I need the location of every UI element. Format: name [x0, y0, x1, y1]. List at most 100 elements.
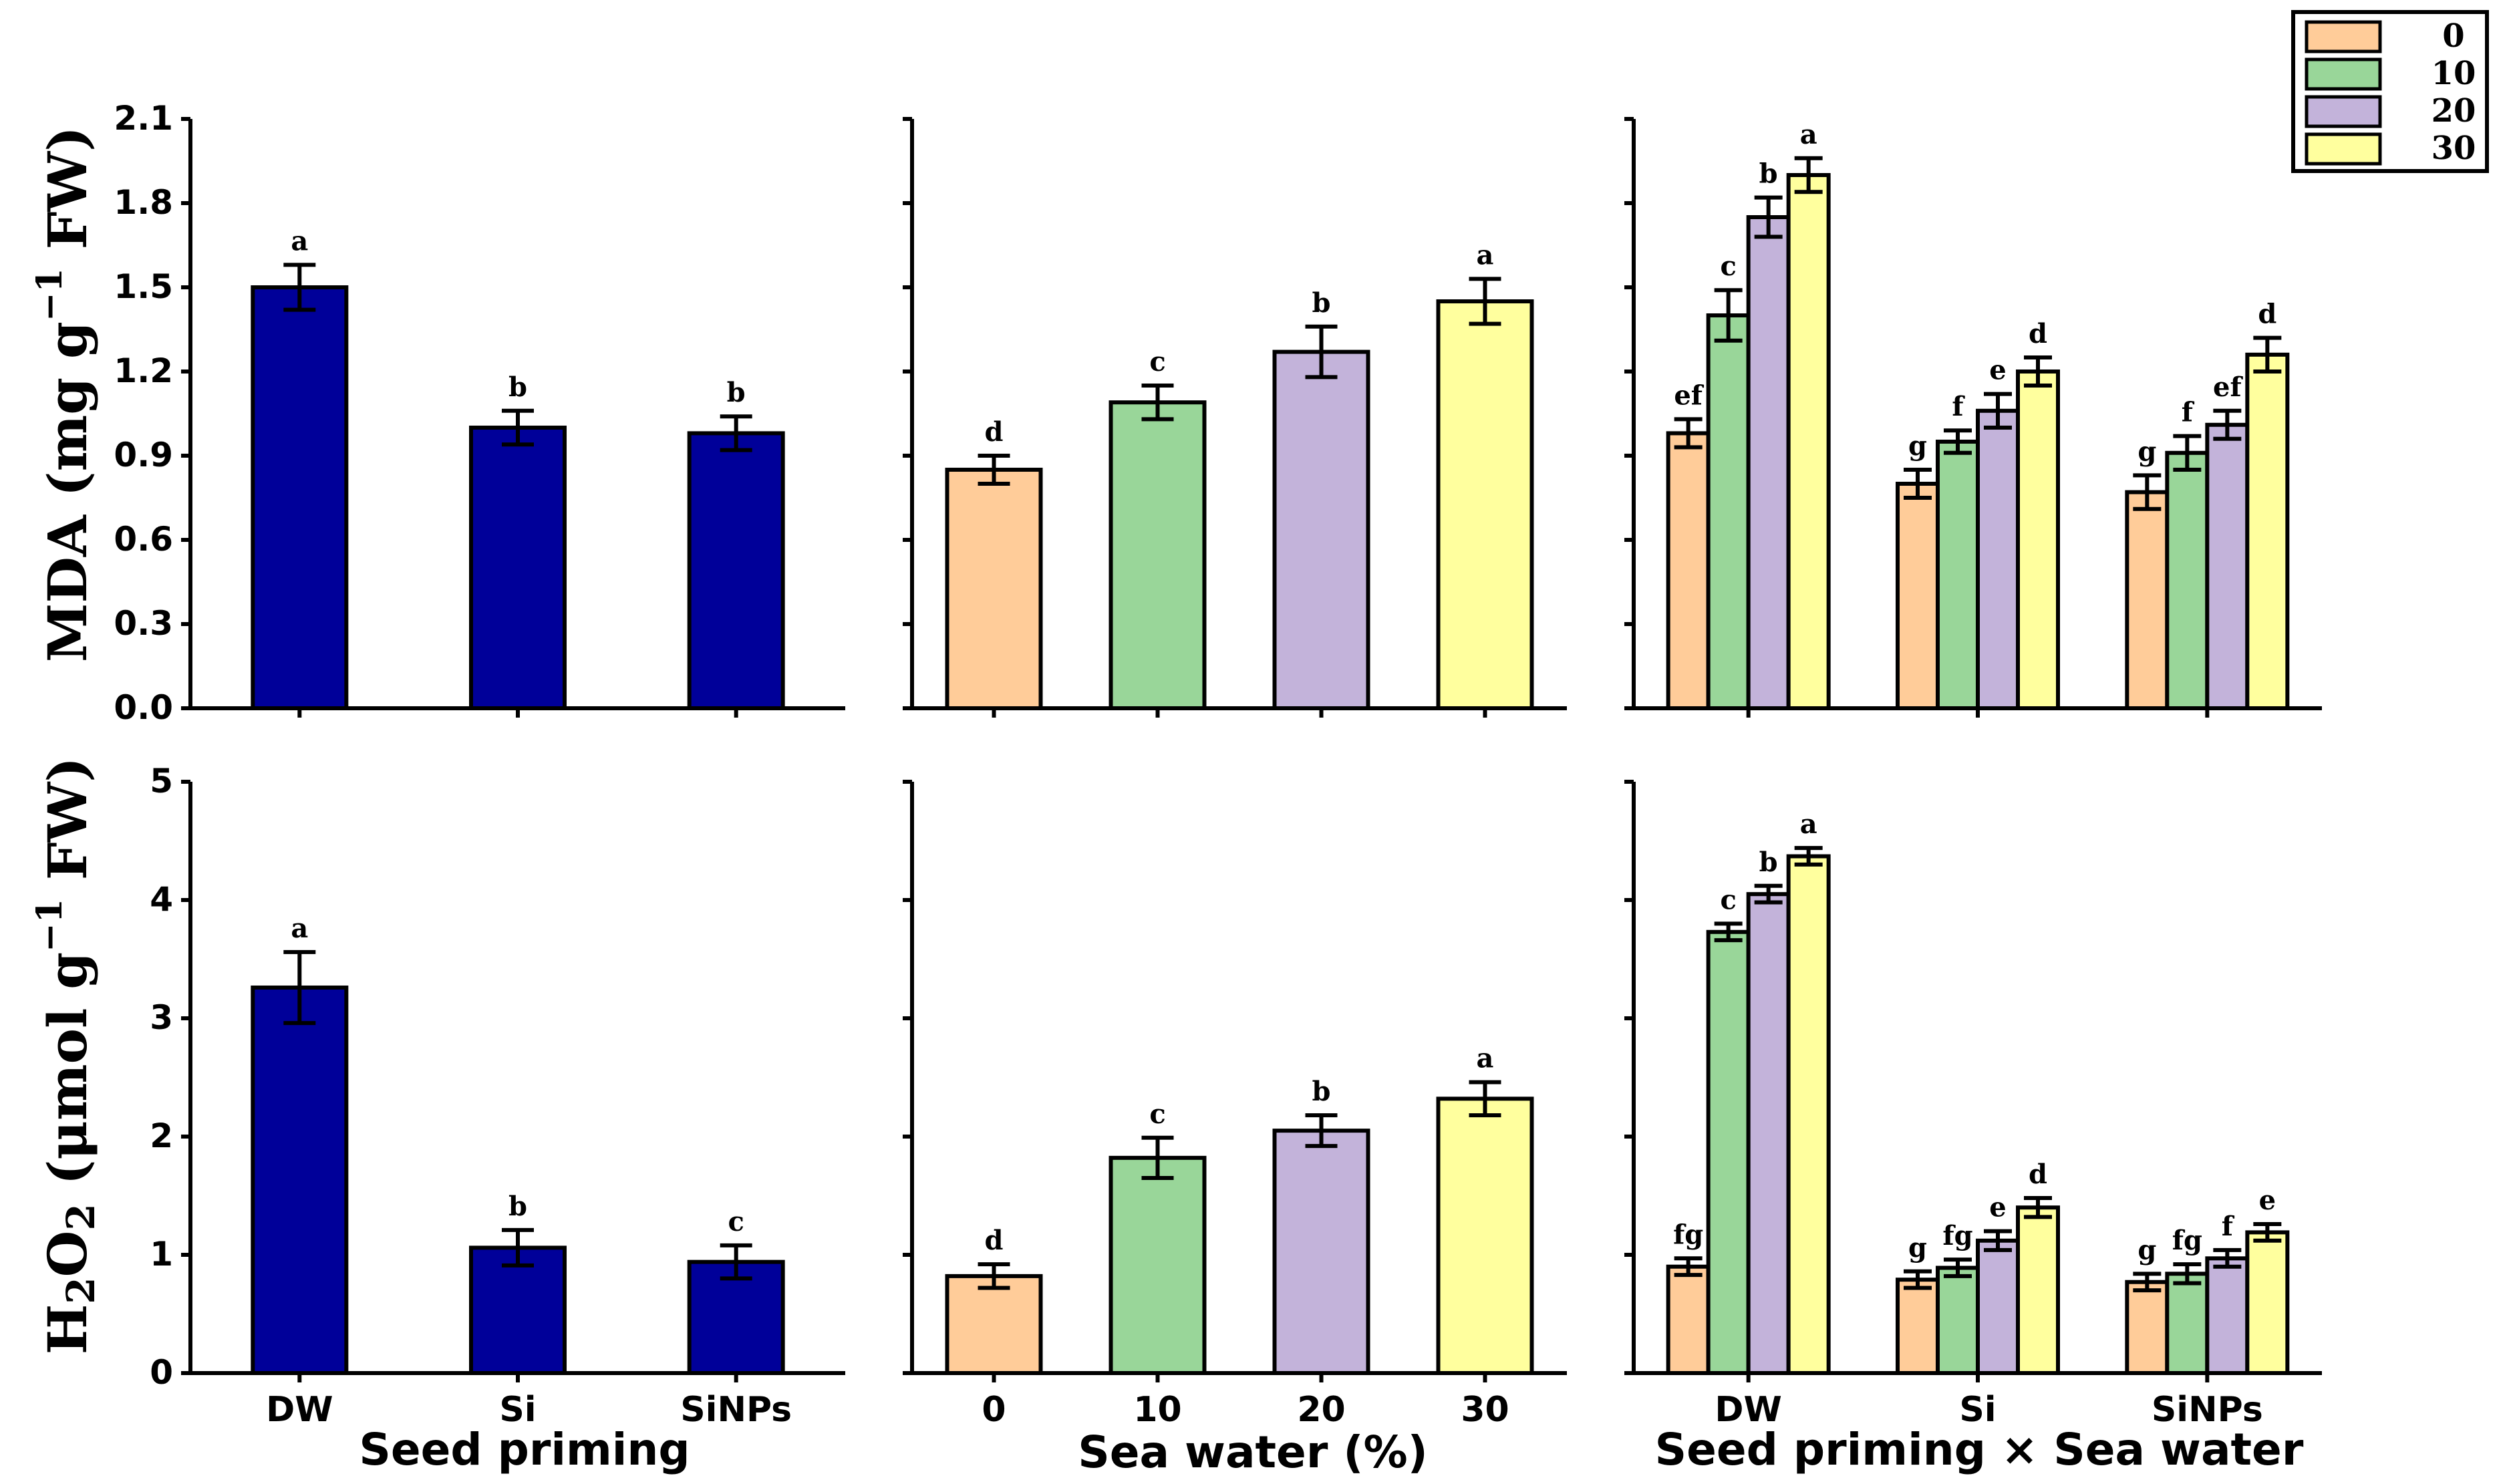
- h2o2-seed-x-tick-label: DW: [266, 1390, 333, 1430]
- h2o2-seed-y-tick-label: 3: [150, 998, 173, 1037]
- mda-inter-SiNPs-sw10-letter-label: f: [2182, 397, 2195, 428]
- h2o2-inter-Si-sw0-letter-label: g: [1908, 1232, 1927, 1264]
- mda-inter-DW-sw30-letter-label: a: [1800, 119, 1817, 150]
- mda-inter-DW-sw30-bar: [1786, 173, 1831, 710]
- panel-h2o2-sea: 0 d 10 c 20 b 30 a: [903, 780, 1567, 1430]
- mda-inter-DW-sw10-letter-label: c: [1720, 251, 1736, 282]
- h2o2-seed-x-tick-label: Si: [499, 1390, 536, 1430]
- h2o2-seed-y-tick-label: 5: [150, 762, 173, 800]
- h2o2-seed-y-tick-label: 4: [150, 880, 173, 919]
- legend-label-20: 20: [2432, 92, 2476, 130]
- mda-sea-20-letter-label: b: [1312, 287, 1331, 319]
- panel-mda-sea: d c b a: [903, 117, 1567, 718]
- mda-inter-Si-sw30-letter-label: d: [2029, 318, 2047, 349]
- h2o2-inter-x-tick-label: SiNPs: [2152, 1390, 2263, 1430]
- h2o2-inter-Si-sw0-bar: [1896, 1278, 1940, 1376]
- mda-inter-SiNPs-sw0-bar: [2125, 490, 2170, 710]
- h2o2-sea-x-tick-label: 0: [982, 1390, 1006, 1430]
- h2o2-seed-DW-bar: [251, 985, 349, 1375]
- mda-inter-SiNPs-sw20-letter-label: ef: [2213, 372, 2243, 403]
- panel-h2o2-seed: 0 1 2 3 4 5 DW a Si b SiNPs c: [150, 762, 845, 1430]
- mda-sea-20-bar: [1272, 349, 1370, 710]
- legend-swatch-30: [2305, 132, 2382, 166]
- h2o2-inter-SiNPs-sw0-bar: [2125, 1280, 2170, 1375]
- h2o2-seed-DW-letter-label: a: [291, 913, 308, 944]
- mda-sea-0-letter-label: d: [985, 416, 1004, 448]
- mda-seed-y-tick-label: 0.3: [114, 604, 173, 643]
- mda-sea-30-bar: [1436, 299, 1534, 710]
- mda-inter-SiNPs-sw20-bar: [2205, 422, 2250, 710]
- legend-swatch-10: [2305, 57, 2382, 91]
- mda-inter-DW-sw20-letter-label: b: [1759, 158, 1778, 190]
- h2o2-inter-DW-sw30-bar: [1786, 854, 1831, 1375]
- h2o2-inter-DW-sw0-bar: [1666, 1264, 1711, 1375]
- mda-inter-Si-sw20-letter-label: e: [1989, 355, 2006, 386]
- mda-inter-DW-sw10-bar: [1706, 313, 1751, 710]
- mda-seed-Si-letter-label: b: [508, 372, 527, 403]
- mda-seed-y-tick-label: 1.5: [114, 267, 173, 306]
- h2o2-sea-10-bar: [1109, 1155, 1207, 1375]
- mda-inter-Si-sw20-bar: [1976, 408, 2020, 710]
- mda-inter-SiNPs-sw0-letter-label: g: [2138, 436, 2156, 467]
- h2o2-inter-SiNPs-sw20-letter-label: f: [2222, 1211, 2235, 1242]
- mda-seed-y-tick-label: 0.6: [114, 520, 173, 559]
- x-axis-title-seed-priming: Seed priming: [359, 1424, 690, 1475]
- legend-label-30: 30: [2432, 130, 2476, 167]
- mda-inter-DW-sw0-letter-label: ef: [1674, 380, 1704, 411]
- h2o2-inter-x-tick-label: Si: [1959, 1390, 1996, 1430]
- h2o2-inter-SiNPs-sw30-letter-label: e: [2259, 1185, 2276, 1216]
- mda-seed-SiNPs-letter-label: b: [727, 377, 746, 408]
- mda-inter-Si-sw10-letter-label: f: [1952, 391, 1965, 422]
- h2o2-inter-Si-sw30-bar: [2016, 1205, 2060, 1375]
- h2o2-y-axis-title: H2O2 (μmol g−1 FW): [29, 757, 104, 1355]
- mda-sea-10-letter-label: c: [1149, 346, 1165, 378]
- h2o2-inter-Si-sw20-letter-label: e: [1989, 1192, 2006, 1223]
- mda-inter-DW-sw20-bar: [1746, 215, 1791, 710]
- h2o2-sea-20-bar: [1272, 1129, 1370, 1376]
- mda-inter-SiNPs-sw30-letter-label: d: [2258, 299, 2276, 330]
- mda-seed-y-tick-label: 0.9: [114, 436, 173, 474]
- h2o2-inter-DW-sw20-letter-label: b: [1759, 847, 1778, 878]
- legend: 0 10 20 30: [2291, 10, 2489, 173]
- mda-seed-DW-bar: [251, 285, 349, 710]
- h2o2-inter-DW-sw30-letter-label: a: [1800, 808, 1817, 840]
- h2o2-seed-y-tick-label: 1: [150, 1235, 173, 1274]
- mda-seed-y-tick-label: 1.2: [114, 351, 173, 390]
- h2o2-inter-SiNPs-sw10-bar: [2165, 1272, 2210, 1375]
- h2o2-seed-y-tick-label: 2: [150, 1117, 173, 1155]
- h2o2-sea-0-letter-label: d: [985, 1225, 1004, 1256]
- mda-inter-Si-sw0-bar: [1896, 482, 1940, 710]
- mda-inter-DW-sw0-bar: [1666, 431, 1711, 711]
- h2o2-inter-SiNPs-sw30-bar: [2245, 1230, 2290, 1375]
- h2o2-inter-x-tick-label: DW: [1715, 1390, 1782, 1430]
- mda-seed-Si-bar: [469, 426, 567, 710]
- mda-sea-10-bar: [1109, 400, 1207, 710]
- h2o2-seed-y-tick-label: 0: [150, 1353, 173, 1392]
- h2o2-seed-Si-letter-label: b: [508, 1191, 527, 1222]
- mda-inter-Si-sw0-letter-label: g: [1908, 430, 1927, 462]
- mda-y-axis-title-text: MDA (mg g−1 FW): [29, 126, 99, 662]
- mda-y-axis-title: MDA (mg g−1 FW): [29, 126, 99, 662]
- h2o2-inter-Si-sw10-letter-label: fg: [1942, 1220, 1972, 1251]
- h2o2-sea-x-tick-label: 10: [1133, 1390, 1181, 1430]
- h2o2-sea-x-tick-label: 30: [1461, 1390, 1509, 1430]
- h2o2-inter-SiNPs-sw10-letter-label: fg: [2172, 1225, 2202, 1256]
- mda-seed-SiNPs-bar: [687, 431, 785, 711]
- panel-mda-seed: 0.0 0.3 0.6 0.9 1.2 1.5 1.8 2.1 a b b: [114, 99, 845, 727]
- h2o2-inter-DW-sw0-letter-label: fg: [1673, 1219, 1703, 1250]
- h2o2-y-axis-title-text: H2O2 (μmol g−1 FW): [29, 757, 104, 1355]
- mda-seed-DW-letter-label: a: [291, 225, 308, 257]
- h2o2-inter-Si-sw20-bar: [1976, 1238, 2020, 1376]
- h2o2-inter-DW-sw20-bar: [1746, 892, 1791, 1375]
- mda-inter-SiNPs-sw10-bar: [2165, 450, 2210, 710]
- mda-sea-30-letter-label: a: [1477, 239, 1494, 271]
- mda-inter-SiNPs-sw30-bar: [2245, 352, 2290, 710]
- h2o2-sea-20-letter-label: b: [1312, 1076, 1331, 1107]
- mda-inter-Si-sw30-bar: [2016, 369, 2060, 710]
- mda-sea-0-bar: [945, 468, 1043, 710]
- legend-swatch-20: [2305, 95, 2382, 128]
- legend-swatch-0: [2305, 20, 2382, 53]
- h2o2-sea-30-letter-label: a: [1477, 1043, 1494, 1074]
